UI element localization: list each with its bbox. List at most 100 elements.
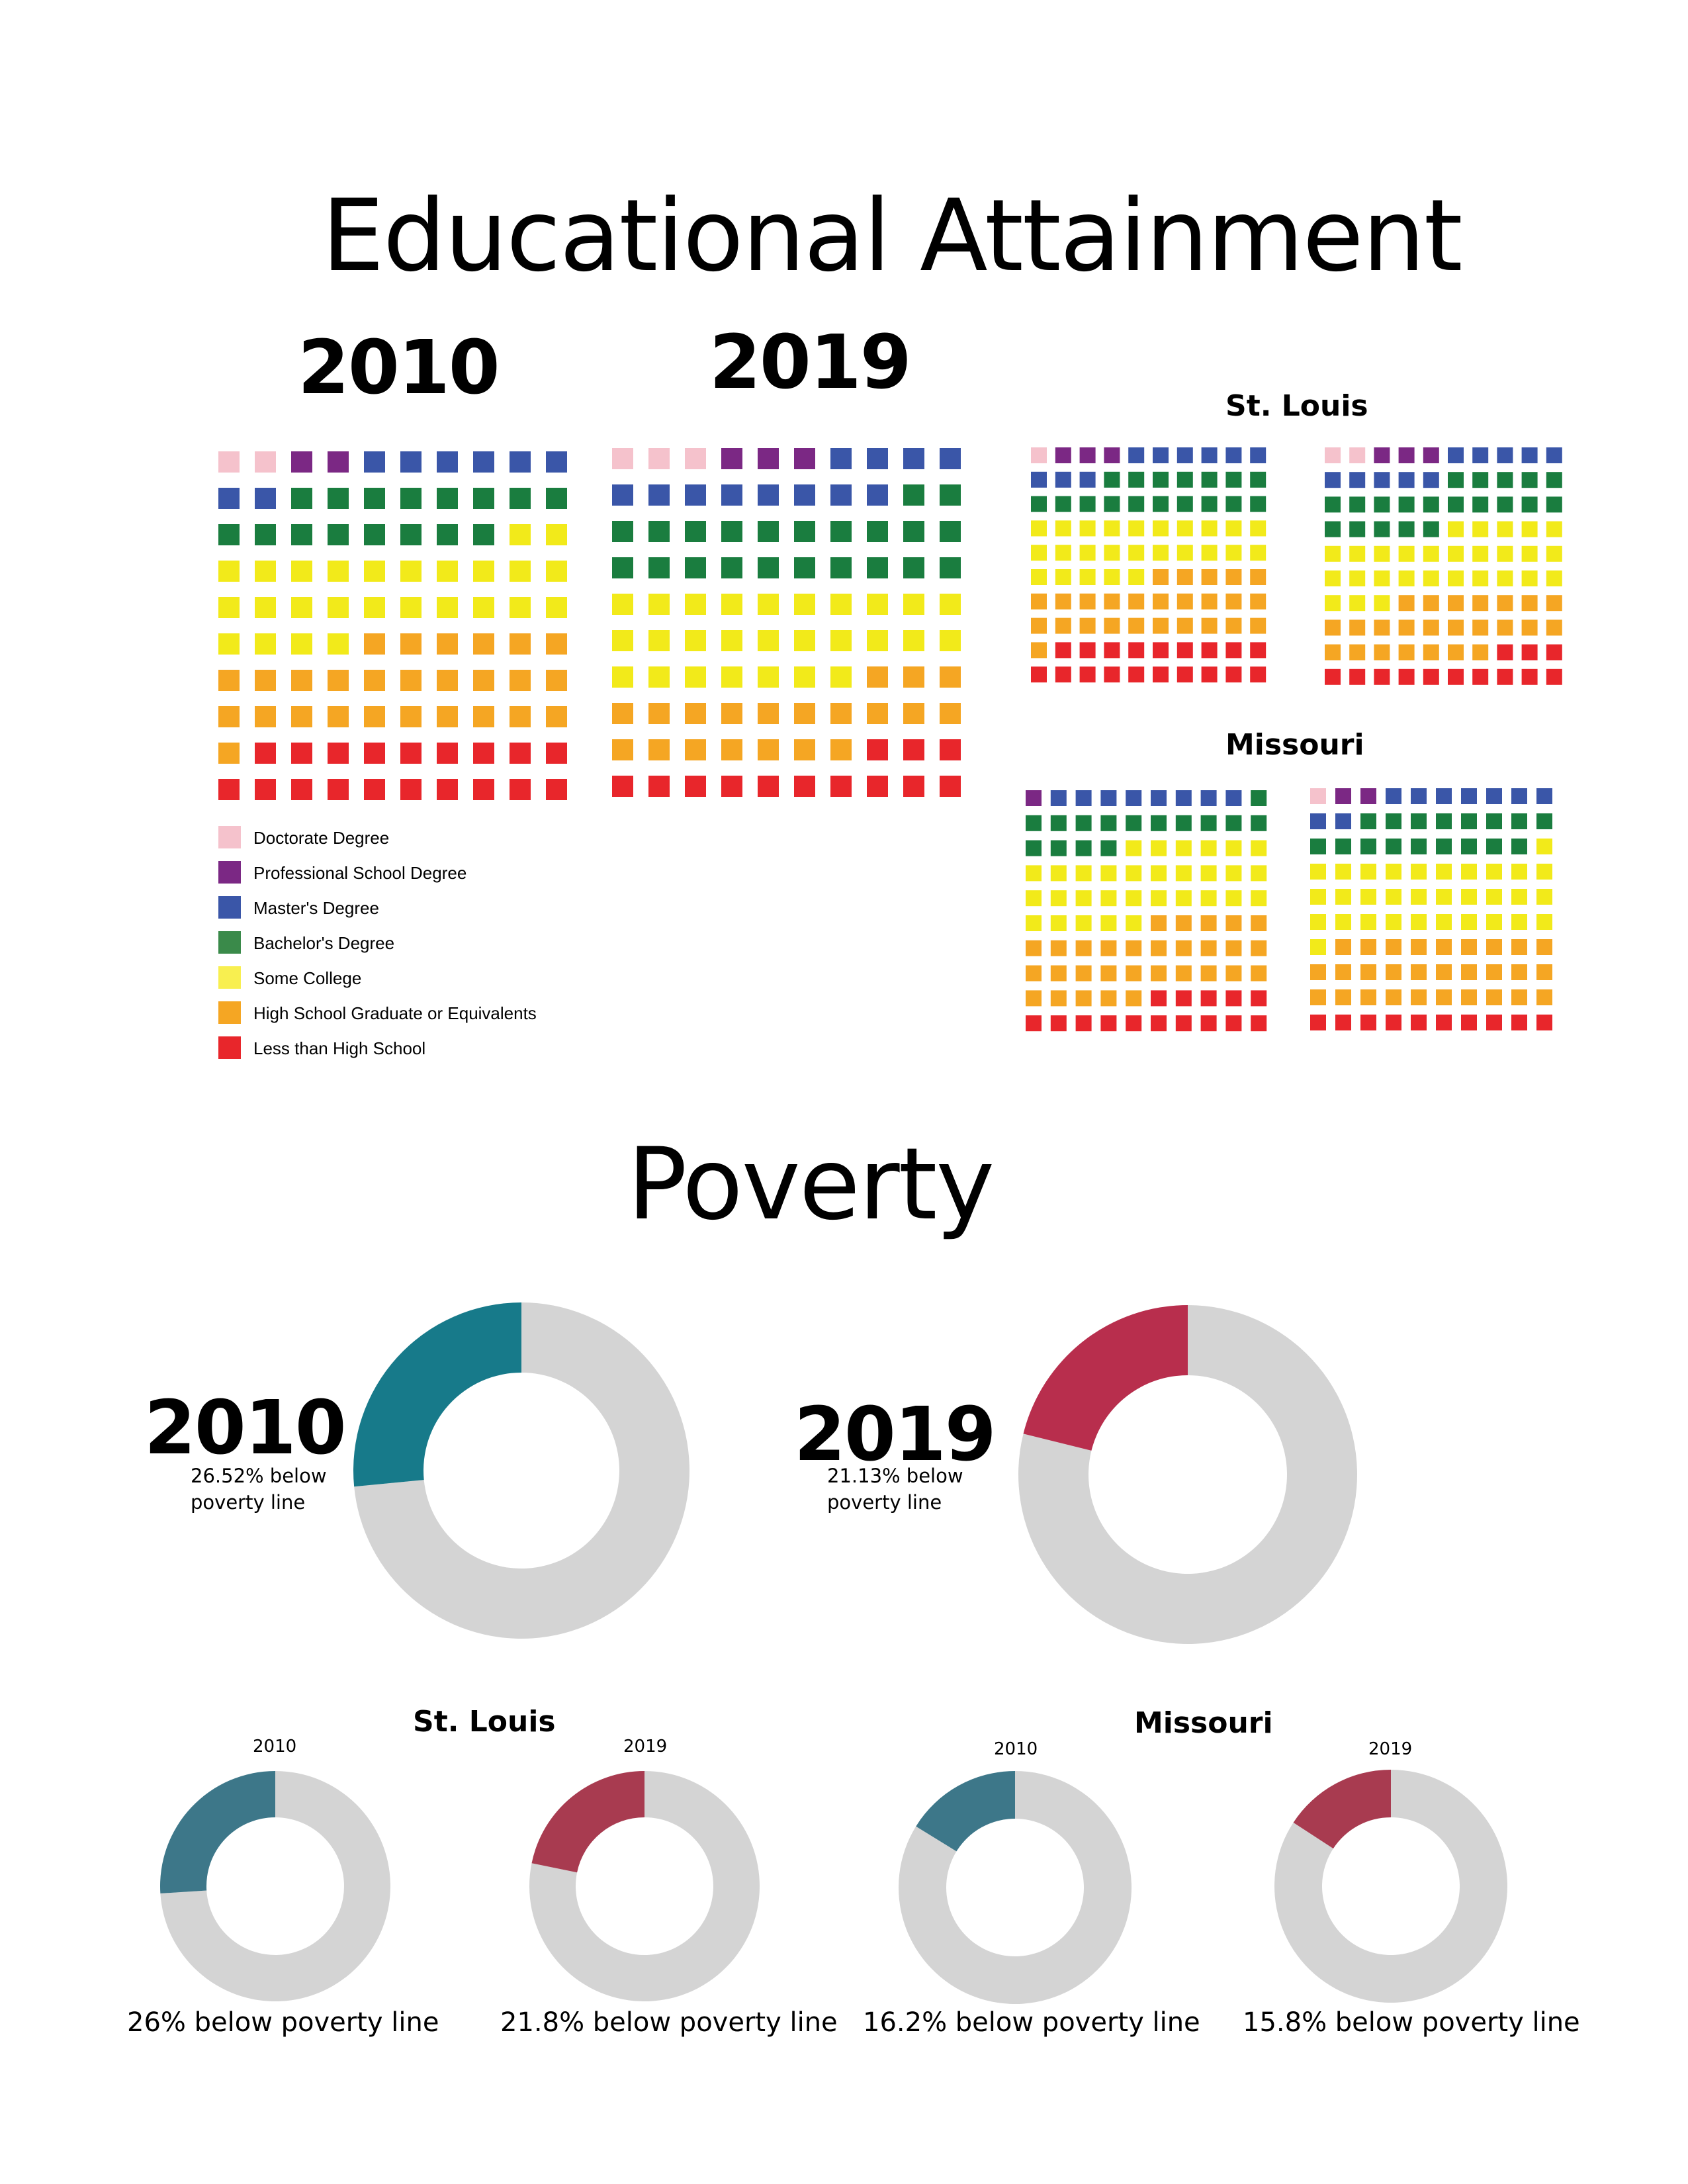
waffle-square-less-than-hs	[291, 779, 312, 800]
waffle-square-masters	[1079, 471, 1096, 488]
waffle-square-bachelors	[400, 488, 422, 509]
waffle-square-less-than-hs	[1423, 668, 1439, 685]
waffle-square-less-than-hs	[364, 743, 385, 764]
waffle-square-less-than-hs	[1386, 1015, 1401, 1030]
waffle-square-high-school	[1461, 989, 1477, 1005]
waffle-square-less-than-hs	[1225, 1015, 1242, 1032]
waffle-square-bachelors	[1472, 496, 1489, 513]
waffle-square-high-school	[1128, 617, 1145, 634]
waffle-square-less-than-hs	[1497, 668, 1513, 685]
waffle-square-masters	[1472, 447, 1489, 463]
waffle-square-some-college	[903, 630, 924, 651]
waffle-square-masters	[1423, 472, 1439, 488]
waffle-square-less-than-hs	[437, 779, 458, 800]
waffle-square-bachelors	[1423, 496, 1439, 513]
waffle-square-some-college	[1200, 890, 1217, 907]
waffle-square-some-college	[1423, 570, 1439, 586]
waffle-square-high-school	[473, 633, 494, 655]
waffle-square-professional	[721, 448, 742, 469]
waffle-square-some-college	[1126, 865, 1142, 882]
waffle-square-some-college	[218, 561, 240, 582]
waffle-square-bachelors	[1151, 815, 1167, 831]
waffle-square-bachelors	[1325, 496, 1341, 513]
waffle-square-some-college	[328, 633, 349, 655]
waffle-square-less-than-hs	[1335, 1015, 1351, 1030]
waffle-square-bachelors	[1374, 521, 1390, 537]
waffle-square-masters	[1325, 472, 1341, 488]
small-donut-1-caption: 26% below poverty line	[127, 2007, 439, 2038]
waffle-square-high-school	[794, 739, 815, 760]
waffle-square-some-college	[1325, 545, 1341, 562]
waffle-square-high-school	[830, 703, 852, 724]
waffle-square-some-college	[1050, 915, 1067, 931]
waffle-square-bachelors	[758, 557, 779, 578]
waffle-square-bachelors	[1225, 496, 1242, 512]
waffle-square-professional	[1374, 447, 1390, 463]
waffle-square-bachelors	[830, 521, 852, 542]
waffle-square-some-college	[1398, 570, 1415, 586]
donut-stlouis-2019	[529, 1771, 760, 2001]
waffle-square-less-than-hs	[1055, 642, 1071, 659]
waffle-square-high-school	[1436, 989, 1452, 1005]
poverty-2010-year: 2010	[144, 1385, 347, 1471]
waffle-square-some-college	[1386, 889, 1401, 905]
waffle-square-high-school	[903, 703, 924, 724]
waffle-square-some-college	[1374, 595, 1390, 612]
waffle-square-high-school	[1448, 595, 1464, 612]
waffle-square-less-than-hs	[1251, 990, 1267, 1007]
waffle-square-masters	[1335, 813, 1351, 829]
waffle-square-less-than-hs	[612, 776, 633, 797]
donut-slice-below-poverty	[531, 1771, 644, 1873]
waffle-square-some-college	[1153, 520, 1169, 537]
legend-swatch-bachelors	[218, 931, 241, 954]
waffle-square-some-college	[1360, 864, 1376, 880]
waffle-square-bachelors	[1349, 496, 1366, 513]
waffle-square-some-college	[1128, 569, 1145, 585]
waffle-square-high-school	[1050, 990, 1067, 1007]
waffle-square-high-school	[1079, 617, 1096, 634]
waffle-missouri-2010	[1026, 790, 1267, 1032]
waffle-square-masters	[1055, 471, 1071, 488]
waffle-square-some-college	[1349, 570, 1366, 586]
waffle-square-some-college	[1104, 569, 1120, 585]
small-donut-2-caption: 21.8% below poverty line	[500, 2007, 838, 2038]
waffle-square-some-college	[1128, 545, 1145, 561]
waffle-square-some-college	[1201, 545, 1218, 561]
legend-swatch-professional	[218, 861, 241, 884]
waffle-square-masters	[1486, 788, 1502, 804]
waffle-square-high-school	[1536, 989, 1552, 1005]
waffle-square-bachelors	[1250, 471, 1266, 488]
waffle-square-some-college	[1310, 864, 1326, 880]
legend-label-bachelors: Bachelor's Degree	[253, 933, 395, 953]
waffle-2019-year: 2019	[709, 320, 912, 406]
waffle-square-high-school	[1472, 644, 1489, 660]
waffle-square-high-school	[510, 633, 531, 655]
waffle-square-masters	[830, 484, 852, 506]
waffle-square-bachelors	[1104, 471, 1120, 488]
waffle-square-bachelors	[867, 557, 888, 578]
waffle-square-masters	[1310, 813, 1326, 829]
waffle-square-high-school	[1511, 989, 1527, 1005]
waffle-square-high-school	[546, 670, 567, 691]
waffle-square-high-school	[1151, 940, 1167, 956]
waffle-square-high-school	[1398, 619, 1415, 636]
waffle-square-masters	[794, 484, 815, 506]
waffle-square-some-college	[1436, 914, 1452, 930]
waffle-square-some-college	[1079, 520, 1096, 537]
waffle-square-less-than-hs	[291, 743, 312, 764]
waffle-square-masters	[1225, 447, 1242, 463]
donut-slice-below-poverty	[1023, 1305, 1188, 1451]
waffle-square-high-school	[1497, 619, 1513, 636]
waffle-square-high-school	[1521, 619, 1538, 636]
waffle-square-high-school	[291, 670, 312, 691]
waffle-square-less-than-hs	[648, 776, 670, 797]
waffle-square-less-than-hs	[1398, 668, 1415, 685]
waffle-square-some-college	[1511, 864, 1527, 880]
waffle-square-high-school	[1026, 965, 1042, 981]
waffle-square-less-than-hs	[1310, 1015, 1326, 1030]
waffle-square-high-school	[1521, 595, 1538, 612]
waffle-square-less-than-hs	[1177, 642, 1193, 659]
waffle-square-high-school	[1436, 964, 1452, 980]
waffle-square-bachelors	[1104, 496, 1120, 512]
poverty-2010-note-line2: poverty line	[191, 1491, 306, 1514]
